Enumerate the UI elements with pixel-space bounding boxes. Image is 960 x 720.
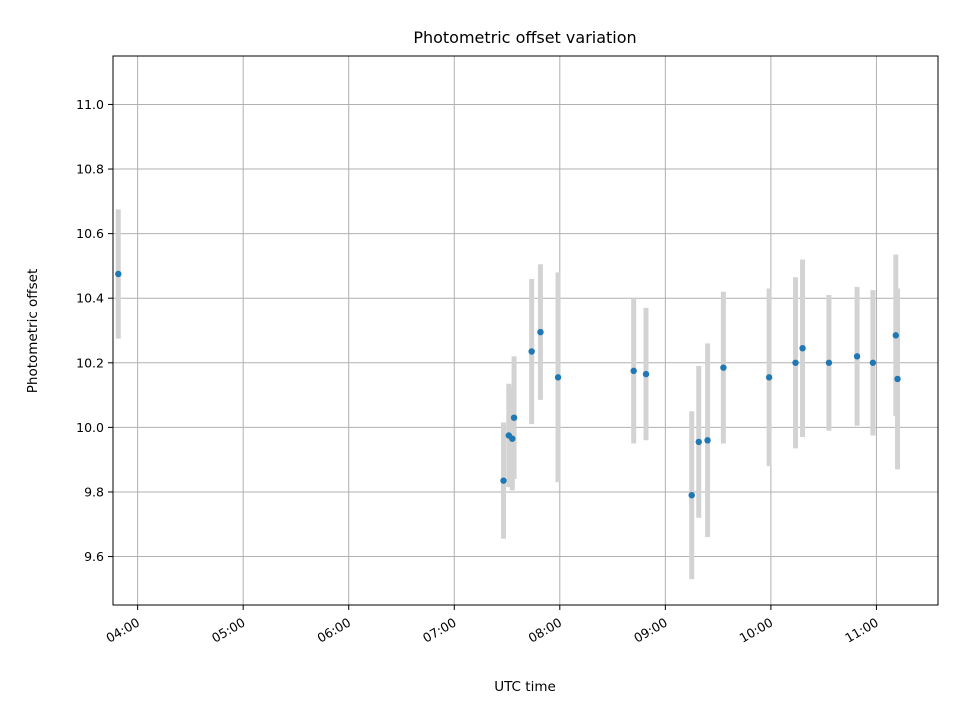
y-tick-label: 11.0	[76, 97, 104, 112]
data-point	[799, 345, 806, 352]
data-point	[695, 438, 702, 446]
data-point	[853, 353, 861, 360]
data-point	[528, 348, 535, 355]
y-tick-label: 10.4	[76, 291, 104, 306]
y-tick-label: 10.6	[76, 226, 104, 241]
data-point	[892, 332, 899, 339]
data-point	[510, 414, 518, 421]
data-point	[894, 375, 901, 383]
data-point	[704, 437, 711, 444]
y-tick-label: 10.2	[76, 355, 104, 370]
data-point	[688, 492, 695, 499]
data-point	[500, 477, 507, 484]
data-point	[765, 374, 773, 381]
data-point	[115, 270, 122, 278]
y-tick-label: 9.8	[84, 484, 104, 499]
data-point	[825, 359, 833, 366]
data-point	[630, 367, 637, 375]
data-point	[720, 364, 727, 371]
data-points	[115, 270, 901, 499]
chart-title: Photometric offset variation	[413, 28, 636, 47]
data-point	[869, 359, 877, 366]
x-axis-label: UTC time	[494, 679, 556, 695]
data-point	[642, 370, 650, 378]
data-point	[792, 359, 799, 366]
y-tick-label: 9.6	[84, 549, 104, 564]
y-axis-label: Photometric offset	[25, 269, 41, 393]
plot-frame	[112, 55, 939, 606]
data-point	[509, 435, 516, 442]
y-tick-label: 10.8	[76, 162, 104, 177]
data-point	[554, 374, 562, 381]
data-point	[537, 328, 544, 336]
y-tick-label: 10.0	[76, 420, 104, 435]
